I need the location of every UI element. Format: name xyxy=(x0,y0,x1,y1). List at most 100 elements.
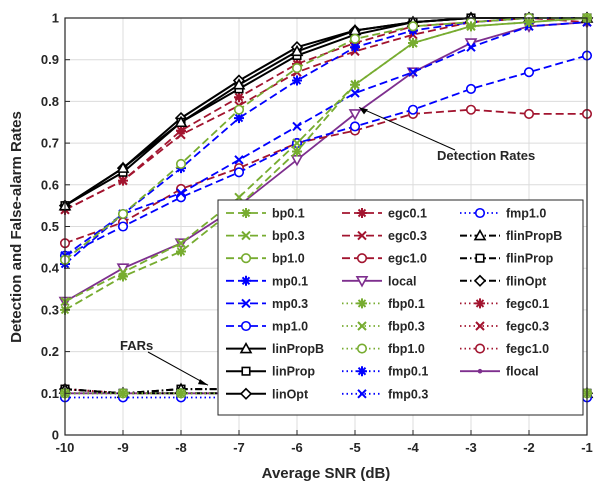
y-tick-label: 0.1 xyxy=(41,386,59,401)
series-marker xyxy=(118,175,128,186)
legend-item: fmp1.0 xyxy=(460,207,546,221)
series-marker xyxy=(234,155,244,165)
legend-label: egc0.1 xyxy=(388,207,427,221)
series-marker xyxy=(357,389,367,399)
series-marker xyxy=(241,275,251,286)
x-tick-label: -10 xyxy=(56,440,75,455)
x-tick-label: -4 xyxy=(407,440,419,455)
series-marker xyxy=(118,388,128,399)
annotation-arrowhead xyxy=(359,107,368,115)
legend-label: linProp xyxy=(272,365,315,379)
legend-label: mp1.0 xyxy=(272,320,308,334)
series-marker xyxy=(357,208,367,218)
series-marker xyxy=(356,253,368,264)
legend-label: fbp0.1 xyxy=(388,297,425,311)
legend-label: flinProp xyxy=(506,252,554,266)
legend-item: bp1.0 xyxy=(226,252,305,266)
legend-item: fmp0.1 xyxy=(342,365,428,379)
legend-label: linOpt xyxy=(272,387,309,401)
x-tick-label: -1 xyxy=(581,440,593,455)
series-marker xyxy=(465,83,477,94)
annotation-arrow xyxy=(147,351,209,386)
legend-item: fbp0.1 xyxy=(342,297,425,311)
legend-label: mp0.3 xyxy=(272,297,308,311)
legend-item: local xyxy=(342,274,417,288)
series-marker xyxy=(357,230,367,241)
legend-label: flinOpt xyxy=(506,274,547,288)
y-tick-label: 0.2 xyxy=(41,344,59,359)
legend-item: linPropB xyxy=(226,341,324,356)
x-tick-label: -7 xyxy=(233,440,245,455)
annotation-arrow xyxy=(358,106,456,151)
legend-label: fmp0.3 xyxy=(388,387,428,401)
series-line xyxy=(64,54,588,257)
series-marker xyxy=(233,104,245,115)
y-axis-title: Detection and False-alarm Rates xyxy=(8,111,25,343)
series-line xyxy=(64,17,587,265)
annotation-detection-rates: Detection Rates xyxy=(437,148,535,163)
x-tick-label: -3 xyxy=(465,440,477,455)
legend-label: mp0.1 xyxy=(272,274,308,288)
legend-label: fegc0.1 xyxy=(506,297,549,311)
series-marker xyxy=(348,109,362,121)
series-marker xyxy=(176,246,186,257)
legend-item: flinPropB xyxy=(460,228,562,243)
y-tick-label: 0.9 xyxy=(41,52,59,67)
series-marker xyxy=(466,21,476,32)
legend-label: bp0.1 xyxy=(272,207,305,221)
legend-label: fmp1.0 xyxy=(506,207,546,221)
series-marker xyxy=(357,366,367,377)
series-marker xyxy=(117,208,129,220)
legend-item: fegc0.1 xyxy=(460,297,549,311)
y-tick-label: 0.6 xyxy=(41,177,59,192)
series-marker xyxy=(176,238,186,248)
series-line xyxy=(64,108,587,245)
legend-label: fegc0.3 xyxy=(506,320,549,334)
series-marker xyxy=(292,138,302,148)
legend-item: fbp1.0 xyxy=(342,342,425,356)
series-marker xyxy=(292,121,302,132)
legend-item: fegc1.0 xyxy=(460,342,549,356)
legend: bp0.1 bp0.3 bp1.0 mp0.1 mp0.3 mp1.0 linPropB li… xyxy=(217,199,584,416)
series-marker xyxy=(233,167,245,178)
legend-item: egc0.1 xyxy=(342,207,427,221)
y-tick-label: 0.3 xyxy=(41,302,59,317)
legend-label: egc0.3 xyxy=(388,229,427,243)
legend-item: linProp xyxy=(226,365,315,379)
series-marker xyxy=(349,121,361,132)
series-marker xyxy=(241,366,251,376)
series-marker xyxy=(524,17,534,28)
series-marker xyxy=(240,320,252,332)
y-tick-label: 0.8 xyxy=(41,94,59,109)
series-marker xyxy=(475,321,485,331)
series-marker xyxy=(475,298,485,309)
series-marker xyxy=(241,208,251,218)
ticks: -10 -9 -8 -7 -6 -5 -4 -3 -2 -100.10.20.30.40.50.6… xyxy=(41,11,593,456)
legend-item: mp0.1 xyxy=(226,274,308,288)
series-marker xyxy=(292,75,302,86)
series-line xyxy=(64,21,588,257)
series-line xyxy=(64,17,587,261)
series-marker xyxy=(465,104,477,115)
series-marker xyxy=(234,92,244,103)
legend-item: flocal xyxy=(460,365,539,379)
legend-label: fbp0.3 xyxy=(388,320,425,334)
legend-label: bp0.3 xyxy=(272,229,305,243)
x-axis-title: Average SNR (dB) xyxy=(262,465,391,482)
annotations: Detection Rates FARs xyxy=(120,106,535,386)
x-tick-label: -5 xyxy=(349,440,361,455)
series-marker xyxy=(350,79,360,90)
legend-item: flinProp xyxy=(460,252,554,266)
legend-item: mp1.0 xyxy=(226,320,308,334)
legend-item: egc0.3 xyxy=(342,229,427,243)
y-tick-label: 0 xyxy=(52,428,59,443)
series-marker xyxy=(232,78,246,90)
series-marker xyxy=(473,228,487,241)
legend-item: fegc0.3 xyxy=(460,320,549,334)
legend-item: bp0.3 xyxy=(226,229,305,243)
legend-label: flocal xyxy=(506,365,539,379)
series-marker xyxy=(523,67,535,78)
y-tick-label: 0.5 xyxy=(41,219,59,234)
series-marker xyxy=(174,115,188,128)
series-marker xyxy=(176,388,186,399)
